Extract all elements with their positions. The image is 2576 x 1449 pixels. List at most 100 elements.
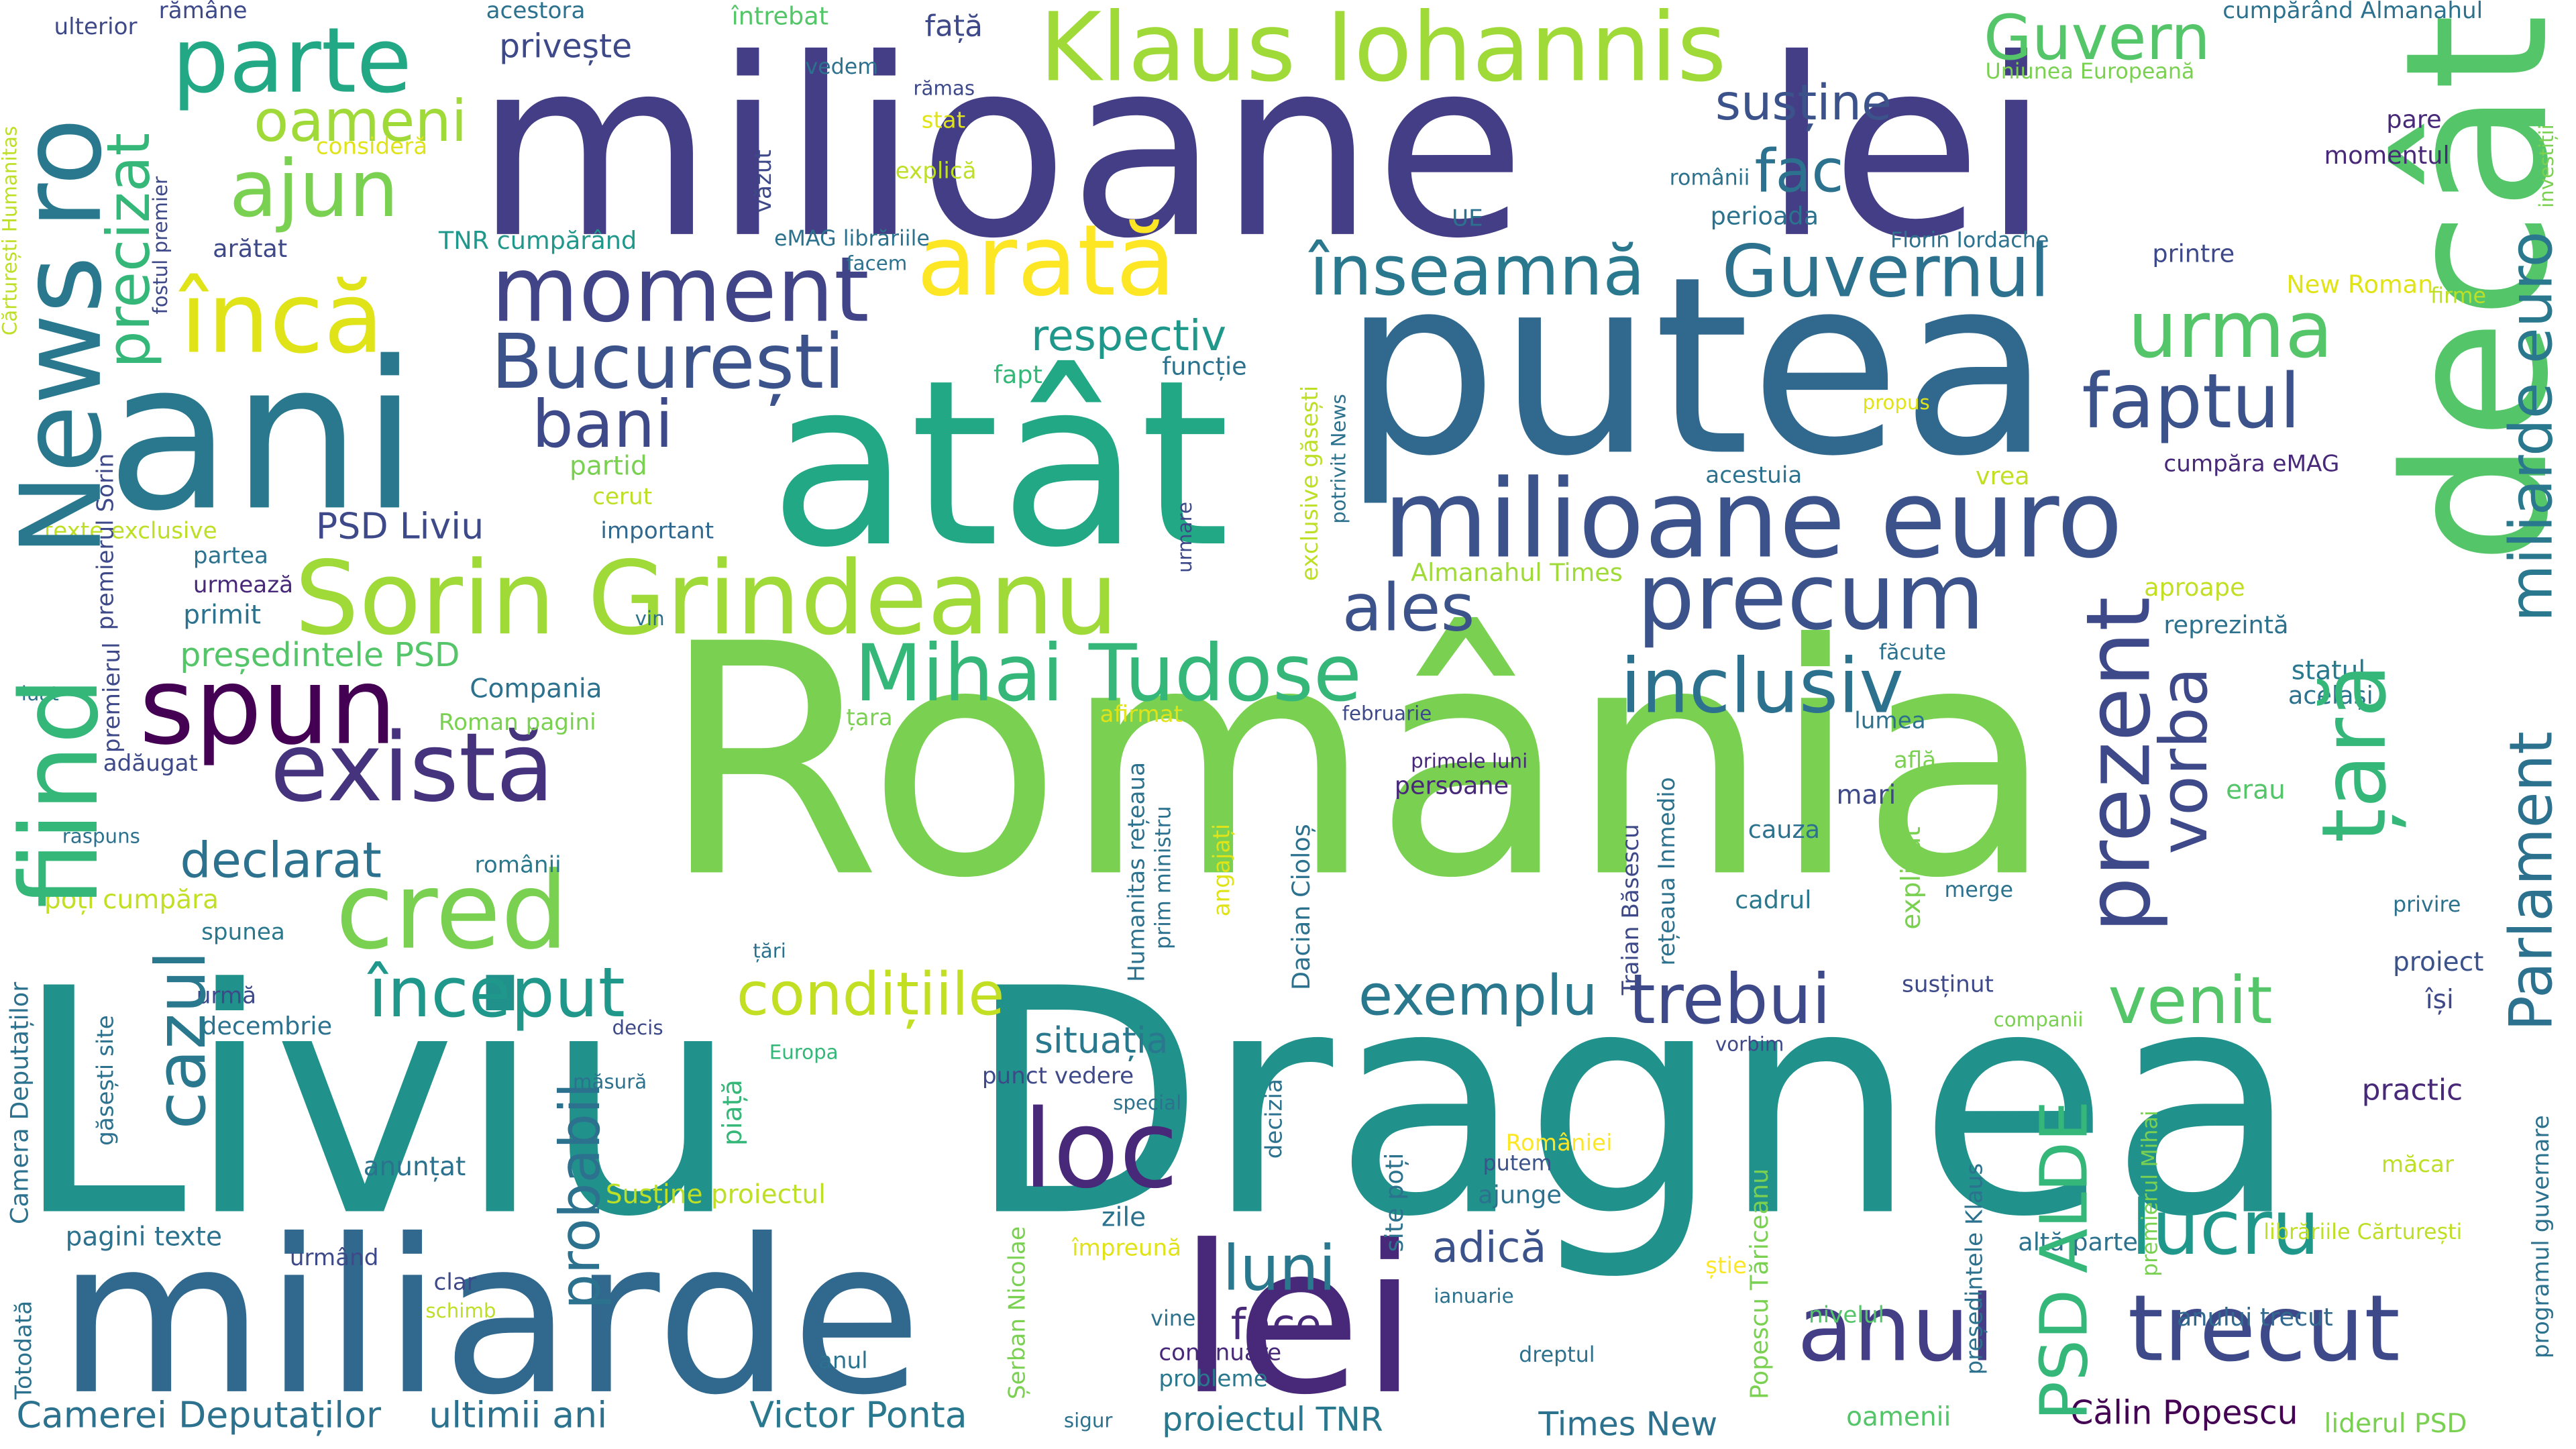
word-librariile-carturesti: librăriile Cărturești [2263,1221,2463,1246]
word-acestuia: acestuia [1705,463,1803,490]
word-cadrul: cadrul [1735,885,1812,915]
word-times-new: Times New [1538,1404,1718,1444]
word-fiind: fiind [0,676,123,909]
word-sustine: susține [1715,75,1892,133]
word-cumpara-emag: cumpăra eMAG [2163,451,2340,478]
word-investitii: investiții [2535,124,2559,208]
word-serban-nicolae: Șerban Nicolae [1005,1226,1032,1400]
word-februarie: februarie [1342,702,1432,725]
word-bani: bani [531,388,674,464]
word-erau: erau [2226,774,2286,806]
word-intrebat: întrebat [731,1,829,32]
word-potrivit-news: potrivit News [1327,394,1350,524]
word-priveste: privește [499,26,633,66]
word-urmare: urmare [1173,501,1197,573]
word-statul: statul [2291,654,2366,686]
word-cerut: cerut [592,484,653,511]
word-decis: decis [612,1016,663,1040]
word-faptul: faptul [2082,356,2301,445]
word-poti-cumpara: poți cumpăra [44,883,219,915]
word-merge: merge [1944,879,2014,904]
word-probleme: probleme [1159,1366,1268,1393]
word-special: special [1113,1091,1182,1115]
word-persoane: persoane [1394,771,1509,801]
word-fac: fac [1754,139,1844,207]
word-firme: firme [2430,284,2486,310]
word-guvern: Guvern [1984,1,2210,74]
word-gasesti-site: găsești site [93,1015,120,1146]
word-explicat: explicat [1895,826,1927,930]
word-pagini-texte: pagini texte [65,1221,222,1252]
word-tnr-cumparand: TNR cumpărând [438,225,637,256]
word-ajun: ajun [229,144,399,236]
word-fostul-premier: fostul premier [149,176,172,315]
word-inclusiv: inclusiv [1620,641,1904,731]
word-considera: consideră [315,134,428,161]
word-reprezinta: reprezintă [2163,610,2289,640]
word-probabil: probabil [548,1082,614,1309]
word-inca: încă [180,262,384,377]
word-site-poti: site poți [1379,1152,1409,1252]
word-anul-small: anul [818,1348,868,1375]
word-piata: piață [716,1079,748,1146]
word-europa: Europa [769,1040,839,1064]
word-acelasi: același [2288,680,2373,710]
word-stat: stat [921,108,966,135]
word-companii: companii [1993,1008,2084,1032]
word-premierul-mihai: premierul Mihai [2139,1110,2164,1277]
word-proiectul-tnr: proiectul TNR [1162,1399,1383,1439]
word-punct-vedere: punct vedere [981,1063,1134,1090]
word-camerei-deputatilor: Camerei Deputaților [16,1396,382,1438]
word-angajati: angajați [1210,823,1236,917]
word-moment: moment [490,237,869,342]
word-urma-small: urmă [196,983,257,1010]
word-masura: măsură [572,1070,647,1093]
word-nivelul: nivelul [1808,1303,1885,1330]
word-dragnea: Dragnea [965,923,2300,1285]
word-dreptul: dreptul [1519,1344,1595,1368]
word-precum: precum [1636,545,1985,652]
word-mari: mari [1836,779,1896,810]
word-liderul-psd: liderul PSD [2324,1407,2467,1439]
word-anul-big: anul [1796,1277,1995,1383]
word-clar: clar [433,1270,476,1297]
word-totodata: Totodată [11,1300,38,1400]
word-perioada: perioada [1710,201,1819,231]
word-liviu: Liviu [13,923,741,1285]
word-victor-ponta: Victor Ponta [749,1396,967,1438]
word-propus: propus [1862,391,1930,415]
word-presedintele-klaus: președintele Klaus [1962,1163,1989,1375]
word-luni: luni [1222,1232,1336,1305]
word-vedem: vedem [805,55,879,80]
word-conditiile: condițiile [736,962,1005,1030]
word-almanahul-times: Almanahul Times [1411,557,1623,588]
word-premierul-sorin: premierul Sorin [93,453,120,631]
word-declarat: declarat [180,833,382,891]
word-alde: ALDE [2027,1100,2104,1274]
word-partid: partid [570,449,647,482]
word-vorbim: vorbim [1715,1032,1784,1056]
word-roman-pagini: Roman pagini [438,710,596,737]
word-afla: află [1893,747,1937,775]
word-psd-vertical: PSD [2027,1289,2104,1421]
word-ramane: rămâne [158,0,248,25]
word-exemplu: exemplu [1358,964,1598,1030]
word-adaugat: adăugat [103,751,198,777]
word-vine: vine [1150,1307,1196,1332]
word-adica: adică [1432,1224,1547,1274]
word-milioane-euro: milioane euro [1383,456,2123,583]
word-oameni: oameni [254,90,468,156]
word-carturesti-humanitas: Cărturești Humanitas [0,125,21,336]
word-aratat: arătat [213,233,288,264]
word-impreuna: împreună [1072,1236,1182,1263]
word-ue: UE [1452,206,1483,233]
word-humanitas-reteaua: Humanitas rețeaua [1124,761,1151,982]
word-premierul-2: premierul [99,642,126,753]
word-prim-ministru: prim ministru [1152,806,1177,950]
word-dacian-ciolos: Dacian Cioloș [1286,824,1316,991]
word-stie: știe [1705,1253,1747,1280]
word-tari: țări [753,939,786,963]
word-urmand: urmând [289,1245,379,1272]
